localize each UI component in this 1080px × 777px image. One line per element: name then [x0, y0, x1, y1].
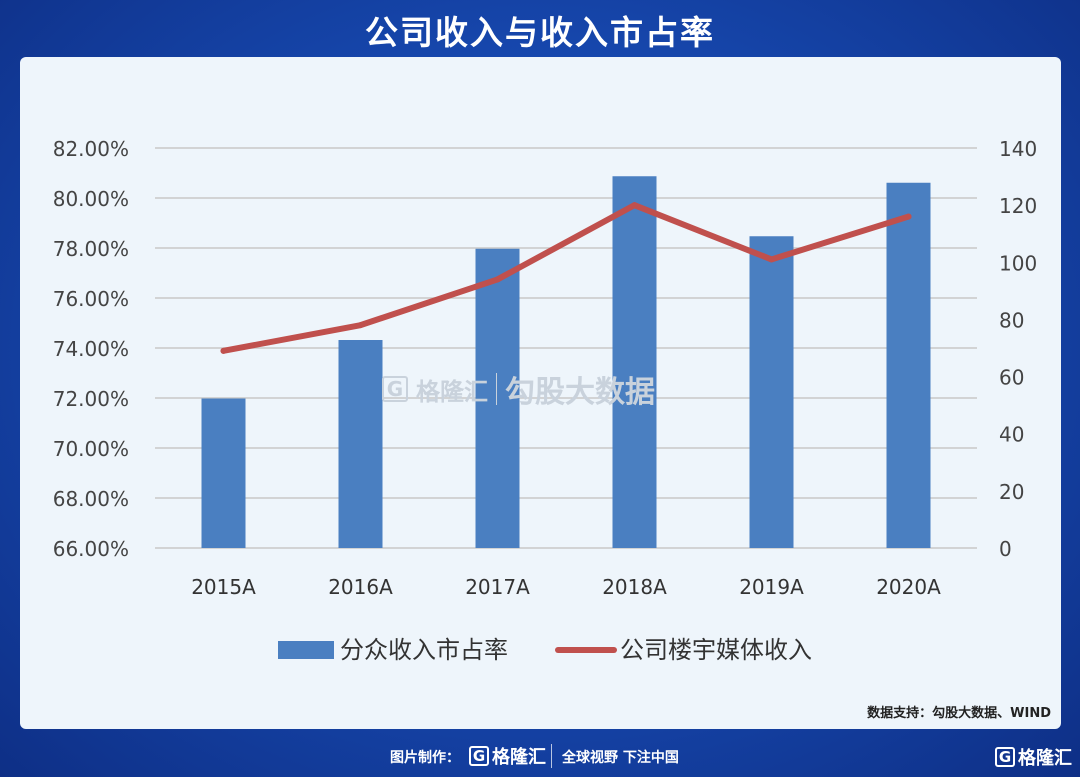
made-by-label: 图片制作： [390, 750, 460, 766]
left-tick-label: 72.00% [53, 387, 129, 411]
left-tick-label: 78.00% [53, 237, 129, 261]
bar [749, 236, 794, 548]
legend-label: 公司楼宇媒体收入 [620, 636, 812, 664]
x-tick-label: 2020A [876, 575, 941, 599]
right-tick-label: 20 [999, 480, 1024, 504]
legend-label: 分众收入市占率 [340, 636, 508, 664]
left-tick-label: 76.00% [53, 287, 129, 311]
line-point [494, 276, 501, 283]
left-tick-label: 66.00% [53, 537, 129, 561]
footer: 图片制作： G 格隆汇 全球视野 下注中国 [0, 738, 1080, 774]
footer-brand: 格隆汇 [492, 747, 546, 768]
watermark-text: 勾股大数据 [505, 375, 655, 410]
left-tick-label: 68.00% [53, 487, 129, 511]
line-point [220, 347, 227, 354]
logo-icon: G [995, 747, 1015, 767]
footer-divider [551, 744, 552, 768]
source-note: 数据支持：勾股大数据、WIND [867, 706, 1051, 721]
corner-logo: G 格隆汇 [995, 744, 1072, 770]
left-tick-label: 82.00% [53, 137, 129, 161]
line-point [768, 256, 775, 263]
corner-brand: 格隆汇 [1018, 748, 1072, 769]
x-tick-label: 2018A [602, 575, 667, 599]
bar [338, 340, 383, 548]
footer-logo: G 格隆汇 [469, 743, 546, 769]
watermark: G 格隆汇 勾股大数据 [382, 367, 655, 411]
line-series [220, 202, 912, 354]
right-tick-label: 140 [999, 137, 1037, 161]
logo-icon: G [382, 376, 408, 402]
left-tick-label: 80.00% [53, 187, 129, 211]
line-point [357, 322, 364, 329]
x-tick-label: 2017A [465, 575, 530, 599]
watermark-divider [496, 373, 497, 405]
line-point [631, 202, 638, 209]
legend-swatch-bar [278, 641, 334, 659]
right-tick-label: 60 [999, 366, 1024, 390]
watermark-logo-text: 格隆汇 [416, 377, 488, 406]
right-tick-label: 120 [999, 194, 1037, 218]
bar [475, 248, 520, 548]
x-tick-label: 2019A [739, 575, 804, 599]
footer-slogan: 全球视野 下注中国 [562, 750, 679, 766]
logo-icon: G [469, 746, 489, 766]
x-tick-label: 2015A [191, 575, 256, 599]
x-tick-label: 2016A [328, 575, 393, 599]
right-tick-label: 40 [999, 423, 1024, 447]
bar [886, 182, 931, 548]
page-title: 公司收入与收入市占率 [365, 13, 715, 52]
right-tick-label: 80 [999, 308, 1024, 332]
line-point [905, 213, 912, 220]
combo-chart: 66.00% 68.00% 70.00% 72.00% 74.00% 76.00% 78.0… [53, 137, 1037, 664]
bar [201, 398, 246, 548]
right-tick-label: 100 [999, 251, 1037, 275]
right-tick-label: 0 [999, 537, 1012, 561]
chart-card: 66.00% 68.00% 70.00% 72.00% 74.00% 76.00% 78.0… [20, 57, 1061, 729]
left-tick-label: 70.00% [53, 437, 129, 461]
left-tick-label: 74.00% [53, 337, 129, 361]
bar [612, 176, 657, 548]
